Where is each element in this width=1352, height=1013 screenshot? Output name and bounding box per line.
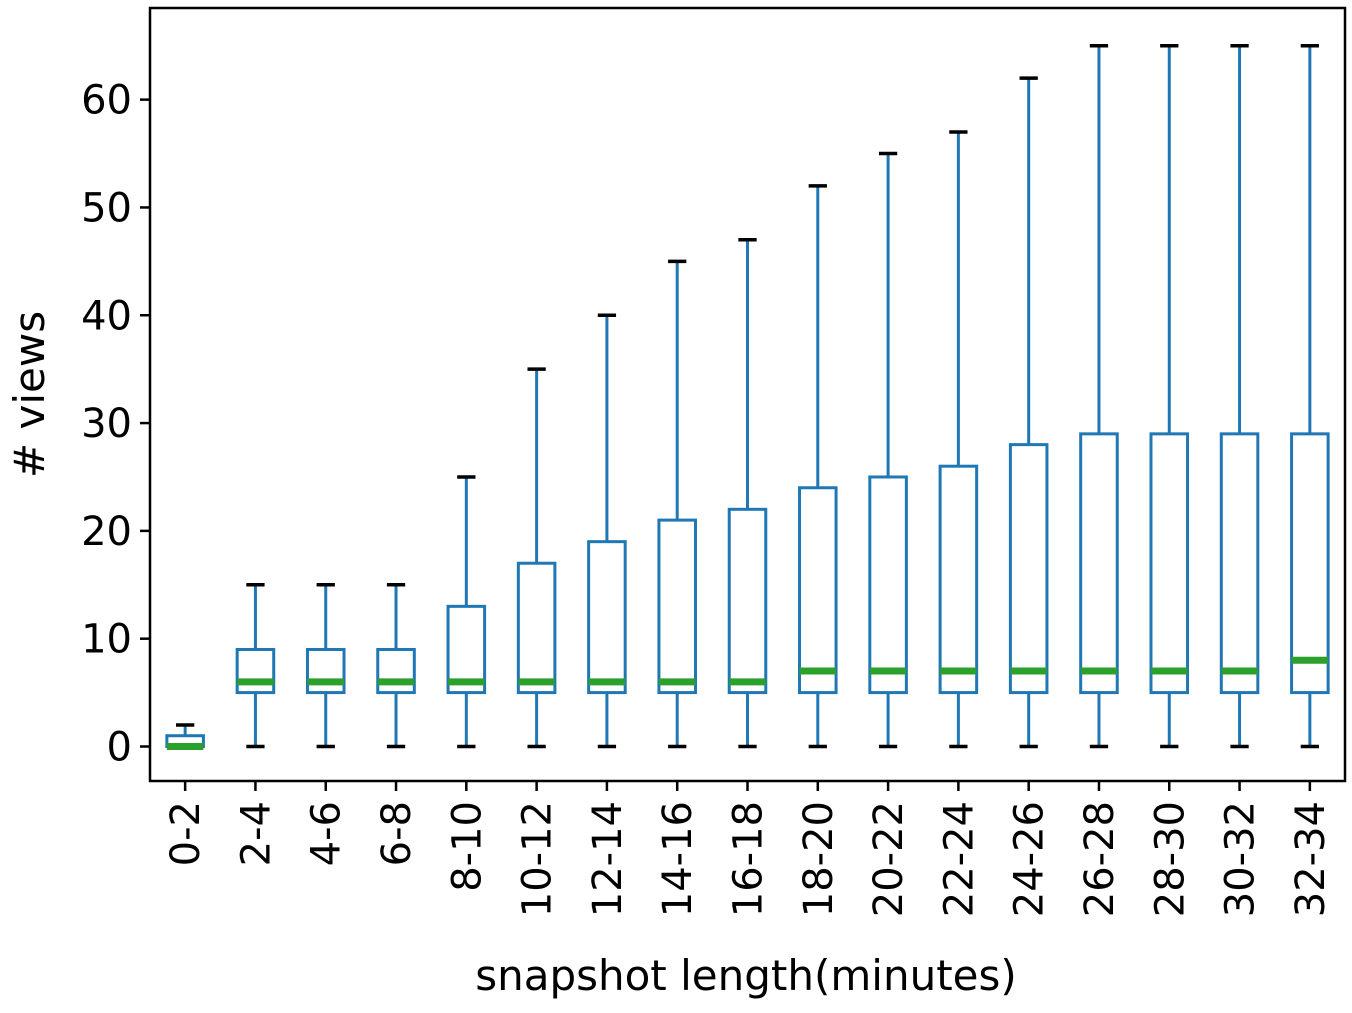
x-tick-label: 22-24 (936, 801, 982, 917)
y-tick-label: 10 (81, 617, 132, 663)
iqr-box (798, 486, 838, 695)
box-24-26 (1008, 76, 1049, 749)
box-6-8 (376, 583, 416, 749)
x-tick-label: 24-26 (1007, 801, 1053, 917)
box-8-10 (446, 475, 487, 749)
x-tick-label: 32-34 (1288, 801, 1334, 917)
y-tick-label: 50 (81, 185, 132, 231)
x-tick-label: 12-14 (585, 801, 631, 917)
y-axis-label: # views (5, 311, 54, 478)
x-tick-label: 18-20 (796, 801, 842, 917)
iqr-box (305, 647, 346, 695)
iqr-box (376, 647, 416, 695)
iqr-box (1008, 443, 1049, 695)
y-tick-label: 0 (107, 725, 132, 771)
box-30-32 (1219, 43, 1260, 749)
box-4-6 (305, 583, 346, 749)
box-26-28 (1079, 43, 1119, 749)
box-28-30 (1149, 43, 1190, 749)
box-32-34 (1290, 43, 1330, 749)
iqr-box (938, 464, 979, 695)
x-axis-label: snapshot length(minutes) (475, 951, 1017, 1000)
box-14-16 (657, 259, 697, 749)
x-tick-label: 28-30 (1147, 801, 1193, 917)
x-tick-label: 20-22 (866, 801, 912, 917)
iqr-box (446, 604, 487, 695)
box-2-4 (235, 583, 276, 749)
x-tick-label: 16-18 (726, 801, 772, 917)
y-tick-label: 60 (81, 78, 132, 124)
x-tick-label: 6-8 (374, 801, 420, 866)
iqr-box (868, 475, 908, 695)
y-tick-label: 40 (81, 293, 132, 339)
y-tick-label: 20 (81, 509, 132, 555)
iqr-box (1079, 432, 1119, 695)
box-0-2 (165, 723, 205, 751)
iqr-box (587, 540, 627, 695)
x-tick-label: 14-16 (655, 801, 701, 917)
plot-area (165, 43, 1330, 751)
box-10-12 (516, 367, 557, 749)
box-12-14 (587, 313, 627, 749)
x-tick-label: 26-28 (1077, 801, 1123, 917)
iqr-box (1149, 432, 1190, 695)
box-16-18 (727, 238, 768, 749)
box-22-24 (938, 130, 979, 749)
x-axis: 0-2 2-4 4-6 6-8 8-10 10-12 12-14 14-16 16-18 18-2… (163, 781, 1334, 917)
iqr-box (235, 647, 276, 695)
x-tick-label: 0-2 (163, 801, 209, 866)
iqr-box (1219, 432, 1260, 695)
iqr-box (727, 507, 768, 695)
iqr-box (657, 518, 697, 695)
x-tick-label: 4-6 (304, 801, 350, 866)
box-20-22 (868, 151, 908, 749)
iqr-box (516, 561, 557, 695)
iqr-box (1290, 432, 1330, 695)
x-tick-label: 2-4 (233, 801, 279, 866)
y-axis: 0 10 20 30 40 50 60 (81, 78, 150, 771)
box-18-20 (798, 184, 838, 749)
x-tick-label: 8-10 (444, 801, 490, 892)
x-tick-label: 30-32 (1218, 801, 1264, 917)
x-tick-label: 10-12 (515, 801, 561, 917)
y-tick-label: 30 (81, 401, 132, 447)
